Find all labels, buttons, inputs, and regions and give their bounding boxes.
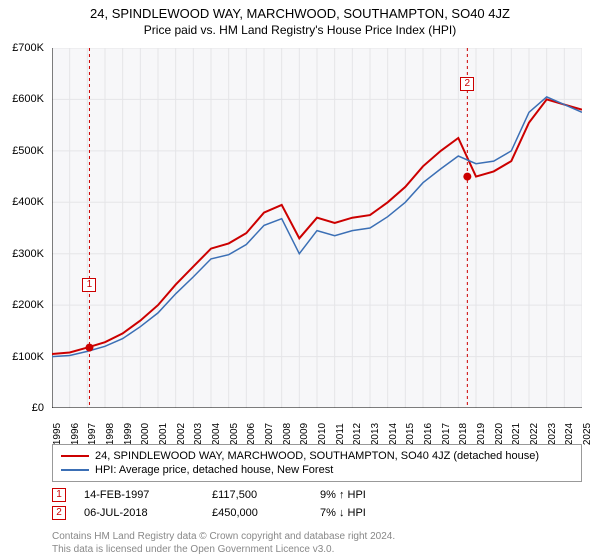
- x-tick-label: 2019: [476, 423, 487, 445]
- x-tick-label: 2001: [158, 423, 169, 445]
- x-tick-label: 2020: [494, 423, 505, 445]
- sales-table: 1 14-FEB-1997 £117,500 9% ↑ HPI 2 06-JUL-2018…: [52, 486, 582, 522]
- x-tick-label: 2023: [547, 423, 558, 445]
- sale-marker-box: 1: [82, 278, 96, 292]
- plot-svg: [52, 48, 582, 408]
- x-tick-label: 2010: [317, 423, 328, 445]
- chart-container: 24, SPINDLEWOOD WAY, MARCHWOOD, SOUTHAMP…: [0, 0, 600, 560]
- sale-row-date: 06-JUL-2018: [84, 507, 194, 519]
- x-tick-label: 2013: [370, 423, 381, 445]
- x-tick-label: 2007: [264, 423, 275, 445]
- legend-box: 24, SPINDLEWOOD WAY, MARCHWOOD, SOUTHAMP…: [52, 444, 582, 482]
- x-tick-label: 2009: [299, 423, 310, 445]
- y-tick-label: £400K: [12, 196, 44, 208]
- sale-row-hpi: 9% ↑ HPI: [320, 489, 410, 501]
- x-tick-label: 1997: [87, 423, 98, 445]
- footer-line2: This data is licensed under the Open Gov…: [52, 543, 395, 556]
- y-tick-label: £700K: [12, 42, 44, 54]
- chart-plot-area: 12: [52, 48, 582, 408]
- sale-row-date: 14-FEB-1997: [84, 489, 194, 501]
- y-tick-label: £600K: [12, 93, 44, 105]
- x-tick-label: 2000: [140, 423, 151, 445]
- y-tick-label: £500K: [12, 145, 44, 157]
- title-sub: Price paid vs. HM Land Registry's House …: [0, 23, 600, 37]
- y-tick-label: £200K: [12, 299, 44, 311]
- x-tick-label: 2002: [176, 423, 187, 445]
- x-tick-label: 2015: [405, 423, 416, 445]
- sale-row-marker: 1: [52, 488, 66, 502]
- title-block: 24, SPINDLEWOOD WAY, MARCHWOOD, SOUTHAMP…: [0, 0, 600, 37]
- legend-label: 24, SPINDLEWOOD WAY, MARCHWOOD, SOUTHAMP…: [95, 450, 539, 462]
- sale-row-marker: 2: [52, 506, 66, 520]
- footer-line1: Contains HM Land Registry data © Crown c…: [52, 530, 395, 543]
- y-axis-labels: £0£100K£200K£300K£400K£500K£600K£700K: [4, 48, 48, 408]
- x-tick-label: 2006: [246, 423, 257, 445]
- sale-row-hpi: 7% ↓ HPI: [320, 507, 410, 519]
- x-tick-label: 2025: [582, 423, 593, 445]
- sale-row: 1 14-FEB-1997 £117,500 9% ↑ HPI: [52, 486, 582, 504]
- title-main: 24, SPINDLEWOOD WAY, MARCHWOOD, SOUTHAMP…: [0, 6, 600, 21]
- x-tick-label: 2008: [282, 423, 293, 445]
- footer-attribution: Contains HM Land Registry data © Crown c…: [52, 530, 395, 556]
- sale-row-price: £117,500: [212, 489, 302, 501]
- legend-row: HPI: Average price, detached house, New …: [61, 463, 573, 477]
- x-tick-label: 2022: [529, 423, 540, 445]
- x-tick-label: 1995: [52, 423, 63, 445]
- x-tick-label: 2017: [441, 423, 452, 445]
- x-tick-label: 2014: [388, 423, 399, 445]
- y-tick-label: £0: [32, 402, 44, 414]
- sale-row-price: £450,000: [212, 507, 302, 519]
- x-tick-label: 2018: [458, 423, 469, 445]
- x-tick-label: 2004: [211, 423, 222, 445]
- legend-swatch: [61, 455, 89, 457]
- x-tick-label: 1998: [105, 423, 116, 445]
- legend-row: 24, SPINDLEWOOD WAY, MARCHWOOD, SOUTHAMP…: [61, 449, 573, 463]
- x-tick-label: 2003: [193, 423, 204, 445]
- y-tick-label: £300K: [12, 248, 44, 260]
- legend-swatch: [61, 469, 89, 471]
- sale-row: 2 06-JUL-2018 £450,000 7% ↓ HPI: [52, 504, 582, 522]
- x-tick-label: 2016: [423, 423, 434, 445]
- y-tick-label: £100K: [12, 351, 44, 363]
- legend-label: HPI: Average price, detached house, New …: [95, 464, 333, 476]
- x-axis-labels: 1995199619971998199920002001200220032004…: [52, 412, 582, 440]
- x-tick-label: 2021: [511, 423, 522, 445]
- x-tick-label: 2012: [352, 423, 363, 445]
- x-tick-label: 2005: [229, 423, 240, 445]
- x-tick-label: 1996: [70, 423, 81, 445]
- x-tick-label: 2011: [335, 423, 346, 445]
- sale-marker-box: 2: [460, 77, 474, 91]
- x-tick-label: 2024: [564, 423, 575, 445]
- x-tick-label: 1999: [123, 423, 134, 445]
